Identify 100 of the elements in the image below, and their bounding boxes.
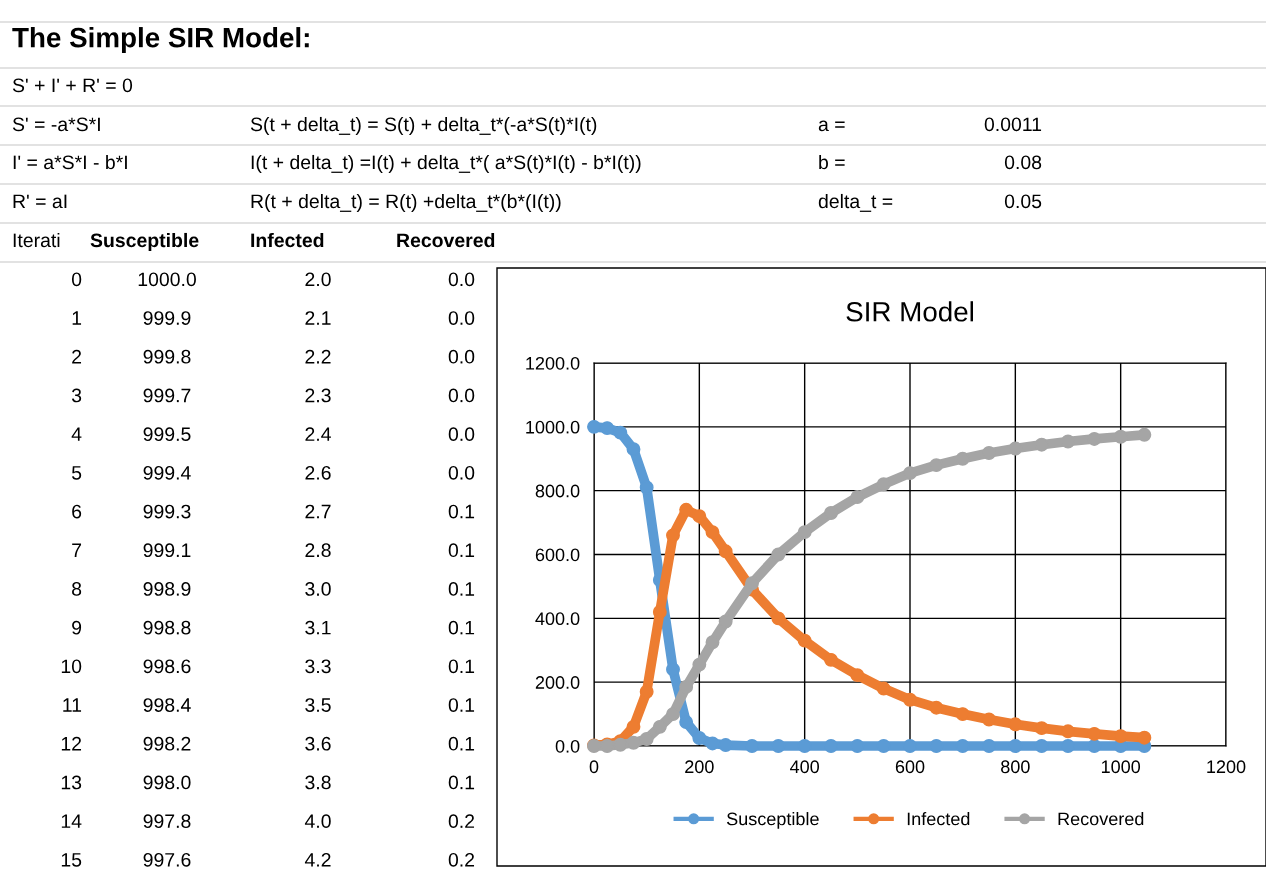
text: 3.8 [305,775,331,790]
text: 0.1 [448,698,475,712]
text: 0.0 [448,272,475,287]
text: 998.9 [143,582,191,596]
point [652,605,667,619]
y-tick-label: 800.0 [535,484,580,498]
text: 6 [72,504,82,519]
point [797,633,812,648]
text: 999.5 [143,427,191,442]
point [1061,434,1075,449]
y-tick-label: 1000.0 [526,420,580,434]
point [929,739,944,753]
point [1061,724,1075,739]
point [1008,717,1023,732]
point [1137,427,1152,442]
text: 0.1 [448,582,475,596]
text: 999.9 [143,311,191,325]
point [771,739,786,753]
text: 0.1 [448,659,475,674]
point [705,736,720,751]
text: 3.5 [305,698,331,712]
text: 2.2 [305,349,331,364]
point [718,544,733,559]
point [850,739,865,753]
text: 0.0011 [984,117,1042,132]
x-tick-label: 600 [895,760,925,774]
text: 0.1 [448,504,475,519]
point [955,707,970,722]
text: 3 [71,388,82,403]
point [797,739,812,753]
y-tick-label: 600.0 [535,548,580,562]
point [626,719,641,734]
text: S' = -a*S*I [12,117,100,132]
text: a = [818,120,845,132]
point [600,421,615,436]
point [850,668,865,683]
point [982,739,996,753]
text: 2.7 [305,504,331,519]
text: 7 [72,543,82,557]
legend-label: Recovered [1058,812,1144,826]
text: 999.7 [143,388,191,403]
text: 0.1 [448,543,475,558]
point [929,458,944,473]
legend-label: Susceptible [726,812,819,829]
point [679,715,694,730]
text: 999.3 [143,504,191,519]
chart-title: SIR Model [846,301,973,322]
text: 997.8 [143,814,191,829]
text: 998.6 [143,659,191,674]
point [955,739,970,753]
text: 3.6 [305,736,331,751]
point [613,425,628,440]
text: 3.0 [305,582,331,596]
text: 1000.0 [138,272,196,287]
point [771,547,786,562]
point [718,614,733,629]
text: 997.6 [143,852,191,867]
text: delta_t = [818,193,893,212]
text: 4 [71,427,82,441]
point [1034,739,1049,753]
text: 0.05 [1004,194,1042,209]
text: 10 [61,659,82,674]
text: 3.1 [305,620,331,635]
x-tick-label: 800 [1001,760,1030,774]
point [903,739,917,753]
point [824,739,838,753]
text: 0.0 [448,349,475,364]
point [1008,739,1023,753]
point [824,506,838,520]
text: 0.0 [448,311,475,325]
point [639,480,654,495]
point [903,466,917,481]
text: 0 [71,272,82,287]
point [876,477,891,492]
text: Recovered [397,232,495,248]
point [876,739,891,753]
text: 2.6 [305,465,331,480]
text: 2.4 [305,427,331,441]
text: 998.4 [143,698,191,712]
point [850,490,865,504]
point [982,712,996,727]
point [1113,729,1128,744]
point [692,509,707,524]
point [1034,437,1049,452]
text: 998.0 [143,775,191,790]
text: 9 [72,620,82,635]
text: 998.2 [143,736,191,751]
point [1087,726,1102,741]
y-tick-label: 1200.0 [526,356,580,370]
text: 0.08 [1004,155,1042,170]
point [626,735,641,750]
text: 0.1 [448,620,475,635]
text: R' = aI [13,194,67,209]
text: R(t + delta_t) = R(t) +delta_t*(b*(I(t)) [251,193,561,213]
point [903,692,917,707]
point [745,739,759,753]
text: 1 [72,311,82,325]
point [679,502,694,517]
point [666,528,680,543]
text: 0.1 [448,736,475,751]
